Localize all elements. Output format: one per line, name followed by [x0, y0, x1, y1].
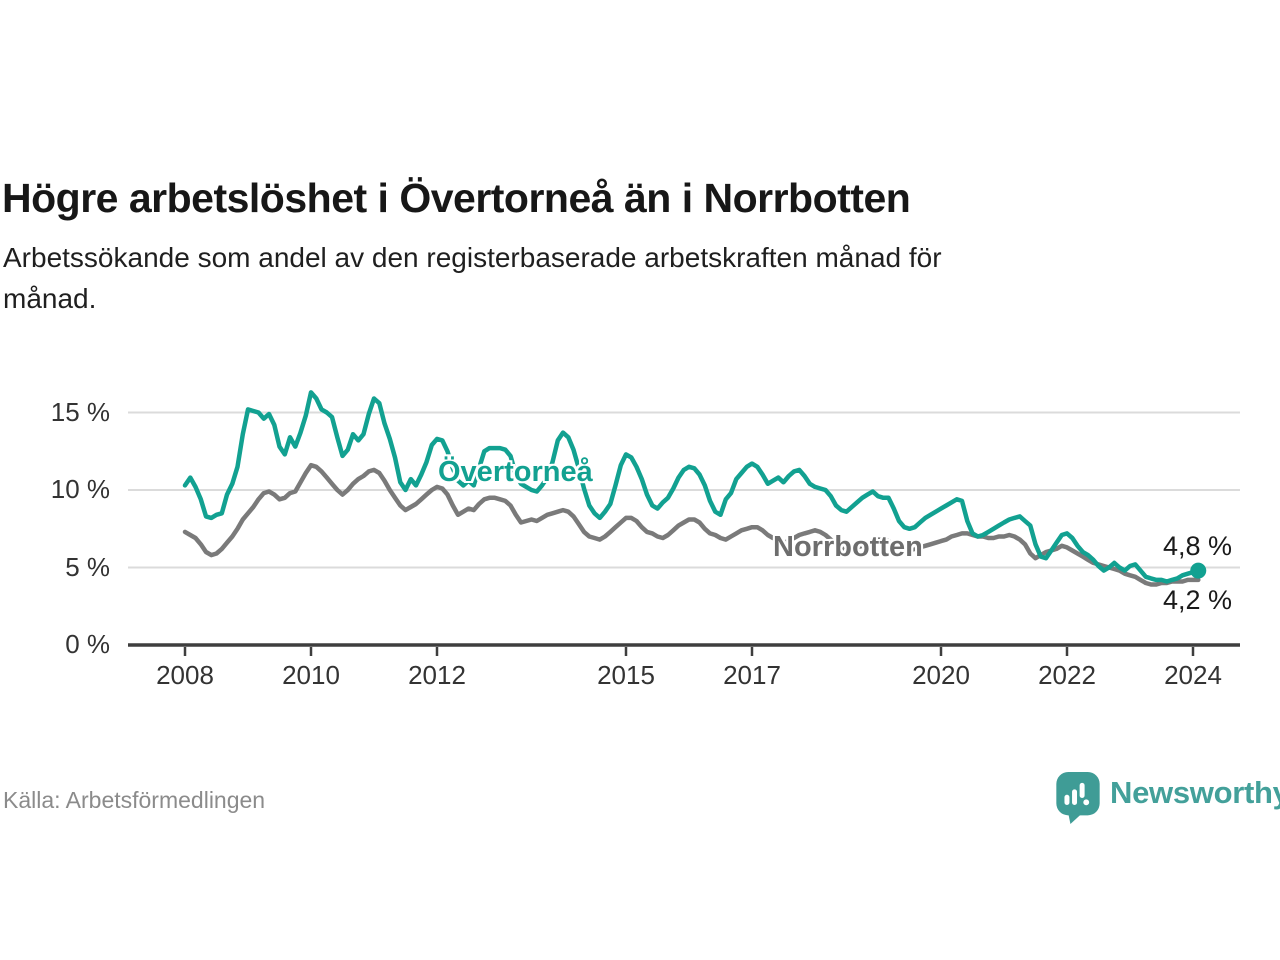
- end-dot-övertorneå: [1190, 562, 1207, 579]
- subtitle-line-1: Arbetssökande som andel av den registerb…: [3, 242, 942, 273]
- x-tick-label-2020: 2020: [912, 660, 970, 690]
- x-tick-label-2024: 2024: [1164, 660, 1222, 690]
- end-value-norrbotten: 4,2 %: [1162, 585, 1232, 615]
- series-line-norrbotten: [182, 462, 1201, 587]
- x-tick-label-2017: 2017: [723, 660, 781, 690]
- source-note: Källa: Arbetsförmedlingen: [3, 787, 266, 813]
- y-tick-label-0: 0 %: [65, 629, 110, 659]
- newsworthy-brand: Newsworthy: [1056, 772, 1280, 829]
- chart-subtitle: Arbetssökande som andel av den registerb…: [3, 238, 1223, 319]
- series-line-övertorneå: [182, 390, 1201, 584]
- x-tick-label-2008: 2008: [156, 660, 214, 690]
- y-tick-label-5: 5 %: [65, 551, 110, 582]
- series-label-overtornea: Övertorneå: [438, 456, 593, 488]
- newsworthy-wordmark: Newsworthy: [1110, 775, 1280, 810]
- newsworthy-logo-icon: [1056, 772, 1100, 829]
- series-label-norrbotten: Norrbotten: [773, 531, 923, 563]
- y-tick-label-15: 15 %: [50, 396, 110, 427]
- x-tick-label-2022: 2022: [1038, 660, 1096, 690]
- x-tick-label-2010: 2010: [282, 660, 340, 690]
- x-tick-label-2012: 2012: [408, 660, 466, 690]
- y-tick-label-10: 10 %: [50, 474, 110, 504]
- x-tick-label-2015: 2015: [597, 660, 655, 690]
- page-title: Högre arbetslöshet i Övertorneå än i Nor…: [2, 175, 911, 222]
- subtitle-line-2: månad.: [3, 282, 97, 314]
- end-value-overtornea: 4,8 %: [1162, 531, 1232, 561]
